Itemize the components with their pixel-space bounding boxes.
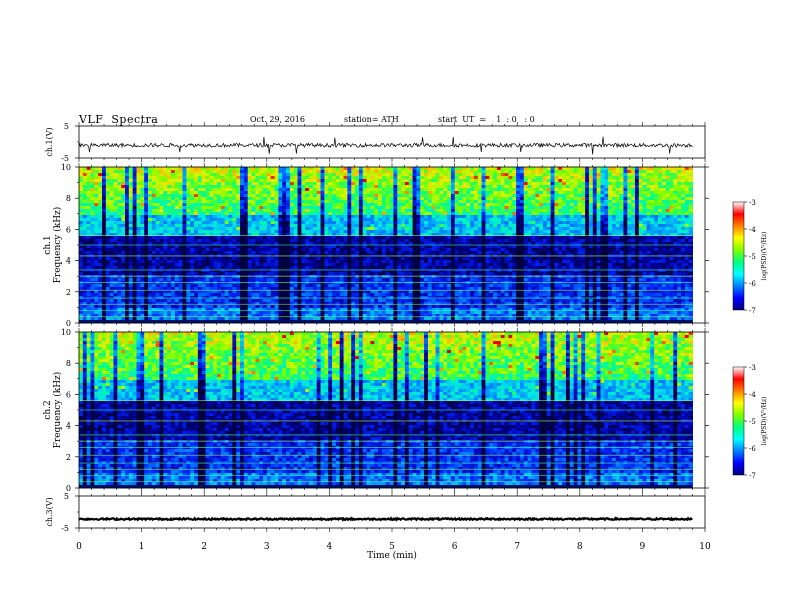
station-label: station= ATH bbox=[344, 115, 399, 124]
spectrogram-ch2-channel-label: ch.2 bbox=[43, 400, 53, 419]
x-tick-label: 1 bbox=[139, 542, 145, 552]
y-tick-label: 4 bbox=[66, 257, 71, 266]
colorbar-tick-label: -5 bbox=[749, 418, 756, 426]
y-tick-label: 6 bbox=[66, 390, 71, 399]
colorbar-label: log(PSD)(V²/Hz) bbox=[761, 232, 768, 281]
y-tick-label: 6 bbox=[66, 225, 71, 234]
y-tick-label: 5 bbox=[64, 122, 69, 131]
colorbar-tick-label: -7 bbox=[749, 472, 756, 480]
x-axis-label: Time (min) bbox=[367, 550, 417, 561]
spectrogram-ch2-ylabel: Frequency (kHz) bbox=[52, 372, 63, 449]
spectrogram-ch1-channel-label: ch.1 bbox=[43, 235, 53, 254]
colorbar-tick-label: -4 bbox=[749, 391, 756, 399]
low-freq-band bbox=[79, 320, 693, 323]
timeseries-ch1-ylabel: ch.1(V) bbox=[45, 127, 54, 156]
start-ut-label: start UT = 1 : 0 : 0 bbox=[438, 115, 535, 124]
x-tick-label: 9 bbox=[640, 542, 646, 552]
colorbar-tick-label: -7 bbox=[749, 307, 756, 315]
y-tick-label: 10 bbox=[61, 163, 71, 172]
x-tick-label: 7 bbox=[514, 542, 520, 552]
colorbar-tick-label: -3 bbox=[749, 364, 756, 372]
y-tick-label: 10 bbox=[61, 328, 71, 337]
colorbar-ch2 bbox=[732, 366, 745, 476]
x-tick-label: 4 bbox=[327, 542, 333, 552]
y-tick-label: 0 bbox=[66, 484, 71, 493]
date-label: Oct. 29, 2016 bbox=[250, 115, 305, 124]
x-tick-label: 6 bbox=[452, 542, 458, 552]
y-tick-label: 8 bbox=[66, 359, 71, 368]
timeseries-ch3-ylabel: ch.3(V) bbox=[45, 497, 54, 526]
y-tick-label: -5 bbox=[61, 154, 69, 163]
timeseries-ch1-trace bbox=[78, 136, 693, 155]
colorbar-tick-label: -5 bbox=[749, 253, 756, 261]
y-tick-label: 5 bbox=[64, 492, 69, 501]
colorbar-label: log(PSD)(V²/Hz) bbox=[761, 397, 768, 446]
y-tick-label: 2 bbox=[66, 288, 71, 297]
y-tick-label: -5 bbox=[61, 524, 69, 533]
low-freq-band bbox=[79, 485, 693, 488]
colorbar-tick-label: -6 bbox=[749, 445, 756, 453]
chart-title: VLF Spectra bbox=[79, 113, 159, 126]
colorbar-tick-label: -4 bbox=[749, 226, 756, 234]
x-tick-label: 5 bbox=[389, 542, 395, 552]
x-tick-label: 10 bbox=[699, 542, 711, 552]
colorbar-tick-label: -3 bbox=[749, 199, 756, 207]
x-tick-label: 8 bbox=[577, 542, 583, 552]
y-tick-label: 8 bbox=[66, 194, 71, 203]
spectrogram-ch2-cells bbox=[79, 332, 693, 489]
colorbar-ch1 bbox=[732, 201, 745, 311]
timeseries-ch3-frame bbox=[78, 495, 706, 529]
y-tick-label: 0 bbox=[66, 319, 71, 328]
x-tick-label: 0 bbox=[76, 542, 82, 552]
spectrogram-ch1-cells bbox=[79, 167, 693, 324]
timeseries-ch3-trace bbox=[78, 516, 693, 522]
x-tick-label: 3 bbox=[264, 542, 270, 552]
spectrogram-ch1-ylabel: Frequency (kHz) bbox=[52, 207, 63, 284]
y-tick-label: 2 bbox=[66, 453, 71, 462]
y-tick-label: 4 bbox=[66, 422, 71, 431]
x-tick-label: 2 bbox=[201, 542, 207, 552]
colorbar-tick-label: -6 bbox=[749, 280, 756, 288]
timeseries-ch1-frame bbox=[78, 125, 706, 159]
